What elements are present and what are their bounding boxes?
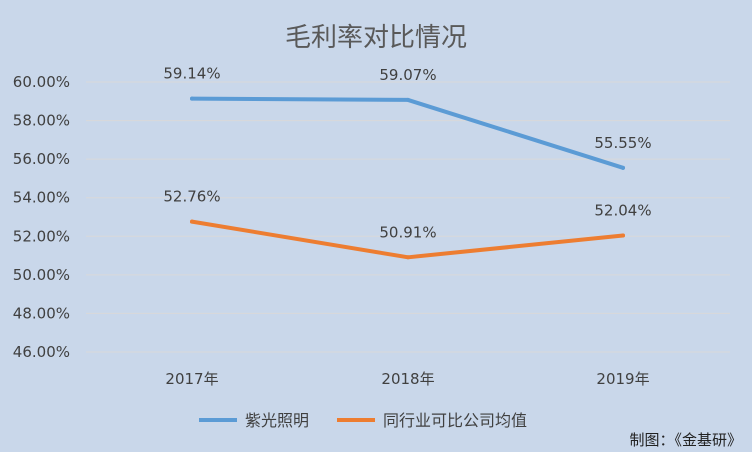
data-label: 52.04% [594, 202, 651, 220]
data-point [406, 255, 410, 260]
y-tick-label: 46.00% [13, 343, 70, 361]
y-tick-label: 48.00% [13, 304, 70, 322]
data-label: 52.76% [163, 188, 220, 206]
y-tick-label: 58.00% [13, 112, 70, 130]
data-point [190, 96, 194, 101]
chart-title: 毛利率对比情况 [285, 23, 467, 53]
series-line [190, 96, 625, 170]
legend-label: 紫光照明 [245, 411, 309, 430]
x-tick-label: 2019年 [596, 370, 649, 388]
y-tick-label: 60.00% [13, 73, 70, 91]
legend-label: 同行业可比公司均值 [383, 411, 527, 430]
gridlines [86, 81, 730, 353]
data-label: 59.07% [379, 66, 436, 84]
data-label: 50.91% [379, 223, 436, 241]
data-label: 59.14% [163, 65, 220, 83]
x-tick-label: 2017年 [165, 370, 218, 388]
data-labels: 59.14% 59.07% 55.55% 52.76% 50.91% 52.04% [163, 65, 651, 242]
legend: 紫光照明 同行业可比公司均值 [199, 411, 527, 430]
data-point [621, 233, 625, 238]
data-point [406, 97, 410, 102]
data-point [621, 165, 625, 170]
y-tick-label: 54.00% [13, 189, 70, 207]
data-point [190, 219, 194, 224]
y-tick-label: 52.00% [13, 227, 70, 245]
x-tick-label: 2018年 [381, 370, 434, 388]
series-lines [190, 96, 625, 260]
y-tick-label: 50.00% [13, 266, 70, 284]
y-axis-ticks: 46.00% 48.00% 50.00% 52.00% 54.00% 56.00% 58.0… [13, 73, 70, 361]
credit-text: 制图：《金基研》 [629, 431, 742, 449]
data-label: 55.55% [594, 134, 651, 152]
x-axis-ticks: 2017年 2018年 2019年 [165, 370, 649, 388]
y-tick-label: 56.00% [13, 150, 70, 168]
